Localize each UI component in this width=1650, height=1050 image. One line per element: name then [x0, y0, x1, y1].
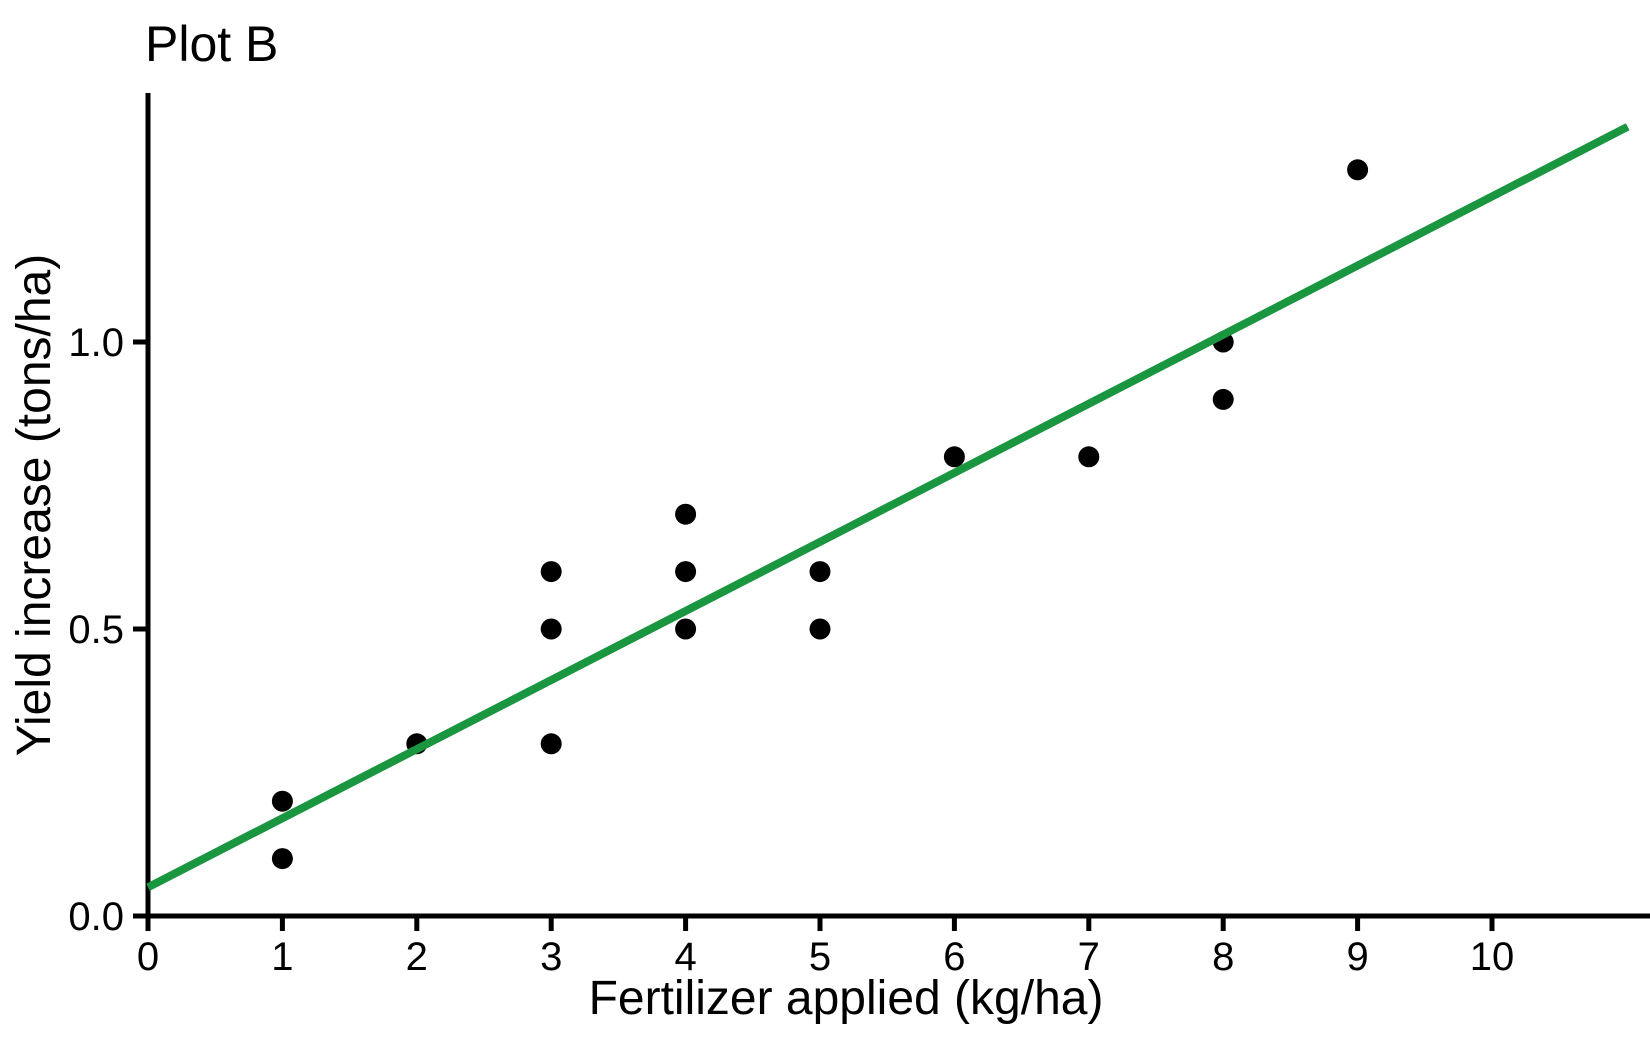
- data-point: [540, 618, 562, 640]
- x-tick-label: 3: [540, 935, 562, 979]
- data-point: [540, 561, 562, 583]
- y-axis-label: Yield increase (tons/ha): [8, 254, 61, 756]
- data-point: [1212, 388, 1234, 410]
- data-point: [675, 503, 697, 525]
- data-point: [271, 848, 293, 870]
- x-tick-label: 8: [1212, 935, 1234, 979]
- trend-line-layer: [146, 123, 1630, 891]
- x-tick-label: 4: [674, 935, 696, 979]
- y-axis-ticks: 0.0 0.5 1.0: [68, 321, 148, 939]
- x-axis-label: Fertilizer applied (kg/ha): [589, 972, 1104, 1025]
- data-point: [675, 561, 697, 583]
- y-tick-label: 0.0: [68, 895, 124, 939]
- axes: [145, 93, 1650, 919]
- data-point: [540, 733, 562, 755]
- x-tick-label: 10: [1470, 935, 1515, 979]
- data-point: [809, 618, 831, 640]
- trend-line: [146, 123, 1630, 891]
- data-point: [1078, 446, 1100, 468]
- x-tick-label: 7: [1078, 935, 1100, 979]
- x-tick-label: 9: [1346, 935, 1368, 979]
- x-tick-label: 0: [137, 935, 159, 979]
- x-tick-label: 5: [809, 935, 831, 979]
- data-point: [943, 446, 965, 468]
- data-point: [271, 790, 293, 812]
- data-point: [809, 561, 831, 583]
- data-points-layer: [271, 159, 1369, 870]
- x-tick-label: 6: [943, 935, 965, 979]
- y-tick-label: 1.0: [68, 321, 124, 365]
- data-point: [675, 618, 697, 640]
- plot-title: Plot B: [145, 16, 278, 72]
- x-tick-label: 2: [406, 935, 428, 979]
- x-axis-ticks: 0 1 2 3 4 5 6 7 8 9 10: [137, 916, 1514, 979]
- data-point: [1347, 159, 1369, 181]
- x-tick-label: 1: [271, 935, 293, 979]
- y-tick-label: 0.5: [68, 608, 124, 652]
